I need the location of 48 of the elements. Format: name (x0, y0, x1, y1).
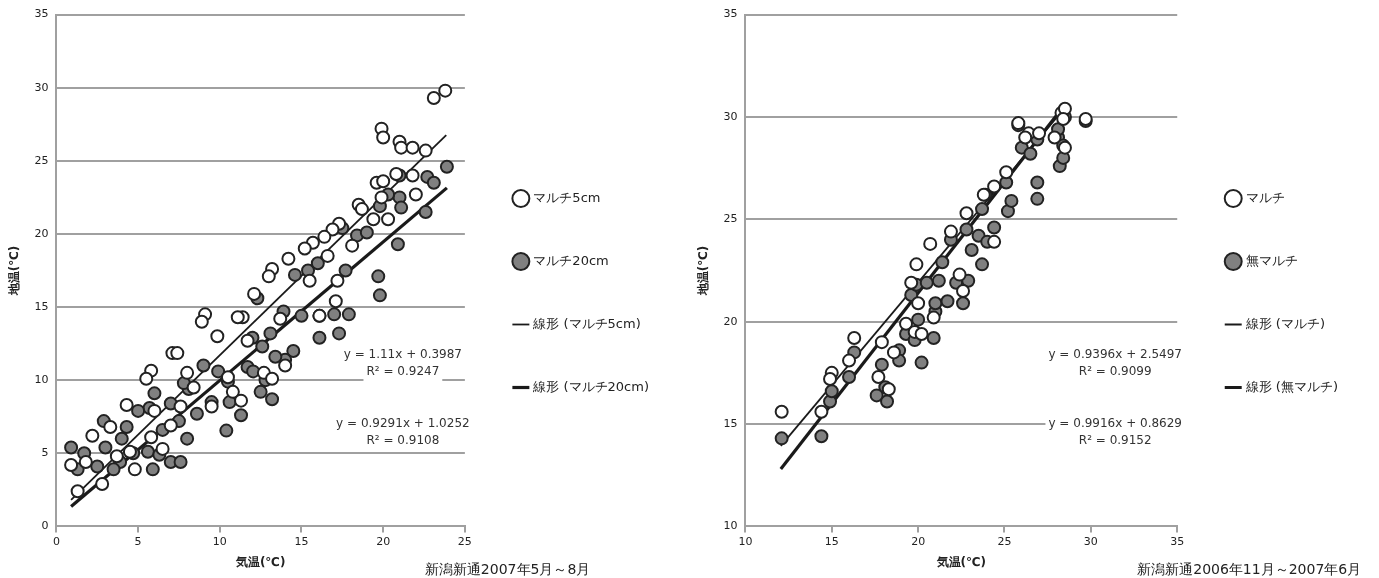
annotation: R² = 0.9108 (366, 433, 440, 448)
y-tick-label: 20 (723, 314, 738, 328)
x-axis-title: 気温(℃) (234, 554, 286, 569)
x-tick-label: 25 (997, 534, 1012, 548)
y-tick-label: 30 (723, 109, 738, 123)
x-tick-label: 15 (294, 534, 309, 548)
legend-label: マルチ (1245, 189, 1285, 205)
annotation: R² = 0.9152 (1078, 433, 1152, 448)
annotation: y = 1.11x + 0.3987 (343, 347, 463, 362)
y-tick-label: 35 (723, 7, 738, 21)
x-tick-label: 0 (52, 534, 60, 548)
y-axis-title: 地温(℃) (7, 245, 22, 297)
x-tick-label: 15 (824, 534, 839, 548)
x-tick-label: 10 (738, 534, 753, 548)
x-tick-label: 35 (1170, 534, 1185, 548)
x-tick-label: 5 (134, 534, 142, 548)
annotation: y = 0.9916x + 0.8629 (1048, 416, 1182, 431)
x-tick-label: 20 (376, 534, 391, 548)
x-tick-label: 10 (212, 534, 227, 548)
y-tick-label: 10 (723, 519, 738, 533)
legend-label: 線形 (マルチ5cm) (532, 315, 641, 331)
annotation: y = 0.9291x + 1.0252 (336, 416, 470, 431)
y-tick-label: 10 (34, 373, 49, 387)
y-tick-label: 35 (34, 7, 49, 21)
y-axis-title: 地温(℃) (696, 245, 711, 297)
x-tick-label: 25 (457, 534, 472, 548)
y-tick-label: 0 (41, 519, 49, 533)
y-tick-label: 15 (723, 416, 738, 430)
y-tick-label: 20 (34, 226, 49, 240)
y-tick-label: 15 (34, 299, 49, 313)
annotation: R² = 0.9099 (1078, 364, 1152, 379)
text: 新潟新通2006年11月～2007年6月 (1137, 561, 1362, 577)
y-tick-label: 30 (34, 80, 49, 94)
x-axis-title: 気温(℃) (935, 554, 987, 569)
x-tick-label: 30 (1083, 534, 1098, 548)
y-tick-label: 5 (41, 446, 49, 460)
legend-label: 無マルチ (1245, 252, 1298, 268)
annotation: R² = 0.9247 (366, 364, 440, 379)
text: 新潟新通2007年5月～8月 (424, 561, 591, 577)
legend-label: マルチ5cm (533, 189, 601, 205)
annotation: y = 0.9396x + 2.5497 (1048, 347, 1182, 362)
legend-label: 線形 (無マルチ) (1244, 378, 1339, 394)
x-tick-label: 20 (911, 534, 926, 548)
legend-label: 線形 (マルチ20cm) (532, 378, 650, 394)
y-tick-label: 25 (34, 153, 49, 167)
legend-label: マルチ20cm (533, 252, 609, 268)
legend-label: 線形 (マルチ) (1244, 315, 1326, 331)
y-tick-label: 25 (723, 212, 738, 226)
